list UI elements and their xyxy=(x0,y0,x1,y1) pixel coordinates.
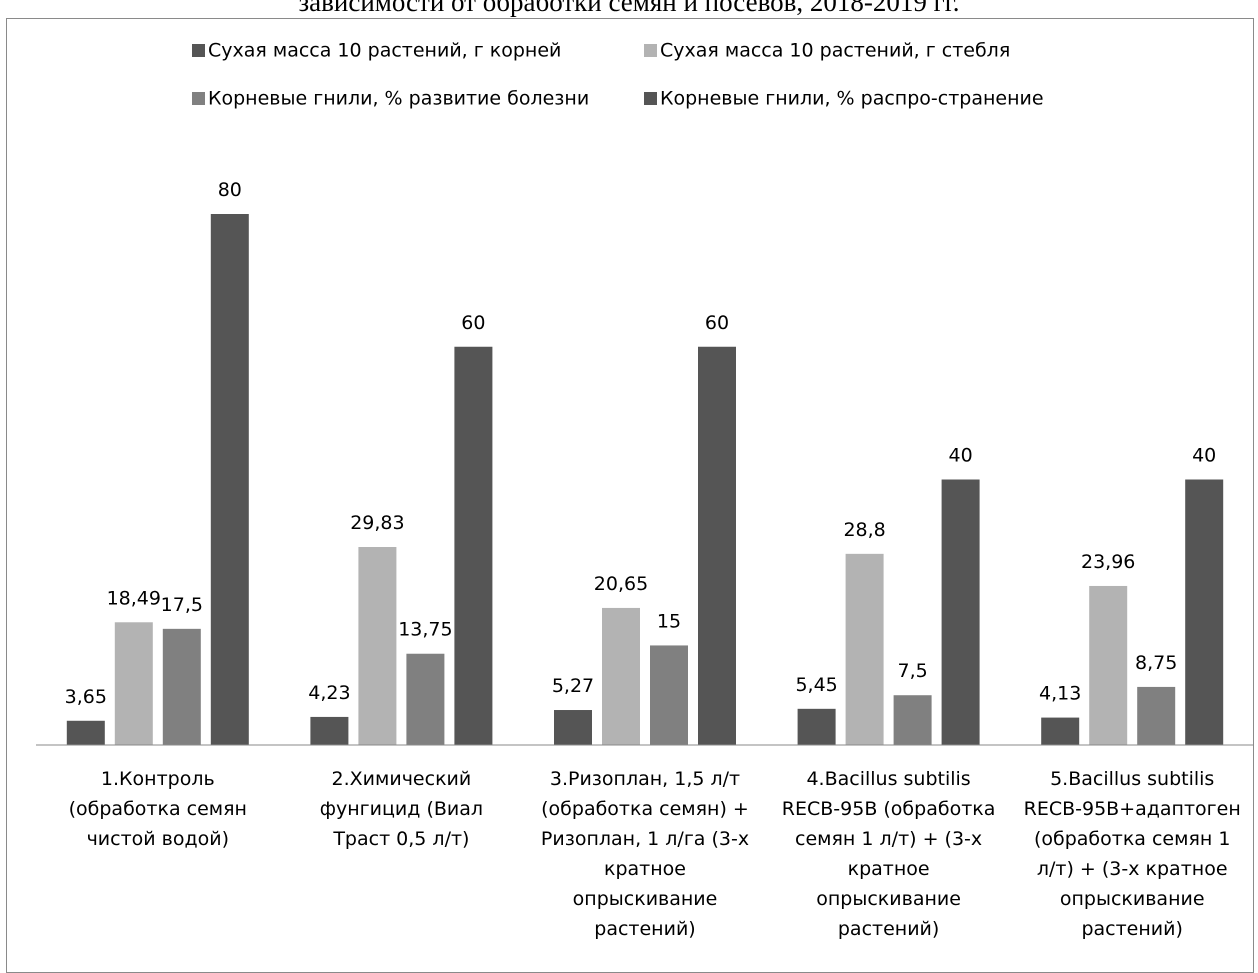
bar xyxy=(1089,585,1128,745)
data-label: 20,65 xyxy=(594,573,648,595)
bar xyxy=(1137,686,1176,745)
legend-label: Корневые гнили, % распро-странение xyxy=(660,88,1044,110)
category-label: 2.Химический фунгицид (Виал Траст 0,5 л/т) xyxy=(320,768,483,850)
bar xyxy=(114,622,153,745)
bar xyxy=(941,479,980,745)
data-label: 3,65 xyxy=(65,686,107,708)
category-label: 5.Bacillus subtilis RECB-95B+адаптоген (об… xyxy=(1024,768,1241,940)
legend-label: Сухая масса 10 растений, г корней xyxy=(208,40,561,62)
bar xyxy=(1041,717,1080,745)
data-label: 5,45 xyxy=(795,674,837,696)
data-label: 7,5 xyxy=(897,660,927,682)
bar xyxy=(1185,479,1224,745)
bar xyxy=(893,695,932,745)
data-label: 4,13 xyxy=(1039,683,1081,705)
data-label: 4,23 xyxy=(308,682,350,704)
category-label: 1.Контроль (обработка семян чистой водой) xyxy=(69,768,247,850)
legend-swatch xyxy=(644,92,657,105)
bar xyxy=(797,708,836,745)
bar xyxy=(310,716,349,745)
bar xyxy=(650,645,688,745)
data-label: 13,75 xyxy=(398,619,452,641)
bar xyxy=(162,628,201,745)
legend-label: Сухая масса 10 растений, г стебля xyxy=(660,40,1010,62)
data-label: 17,5 xyxy=(161,594,203,616)
bar xyxy=(210,214,249,745)
data-label: 60 xyxy=(705,312,729,334)
data-label: 18,49 xyxy=(107,587,161,609)
bar xyxy=(602,607,640,745)
data-label: 8,75 xyxy=(1135,652,1177,674)
bar xyxy=(554,710,592,745)
data-label: 40 xyxy=(1192,445,1216,467)
page-title: зависимости от обработки семян и посевов… xyxy=(298,0,960,17)
data-label: 29,83 xyxy=(350,512,404,534)
legend-swatch xyxy=(192,44,205,57)
category-label: 4.Bacillus subtilis RECB-95B (обработка се… xyxy=(782,768,996,940)
legend-swatch xyxy=(644,44,657,57)
data-label: 40 xyxy=(949,445,973,467)
legend-label: Корневые гнили, % развитие болезни xyxy=(208,88,589,110)
data-label: 15 xyxy=(657,610,681,632)
data-label: 60 xyxy=(461,312,485,334)
legend-swatch xyxy=(192,92,205,105)
bar xyxy=(845,553,884,745)
bar xyxy=(406,653,445,745)
data-label: 80 xyxy=(218,179,242,201)
bar xyxy=(358,547,397,745)
data-label: 5,27 xyxy=(552,675,594,697)
bar xyxy=(454,346,493,745)
bar xyxy=(66,720,105,745)
category-label: 3.Ризоплан, 1,5 л/т (обработка семян) + Ри… xyxy=(541,768,749,940)
data-label: 23,96 xyxy=(1081,551,1135,573)
bar xyxy=(698,346,736,745)
data-label: 28,8 xyxy=(843,519,885,541)
